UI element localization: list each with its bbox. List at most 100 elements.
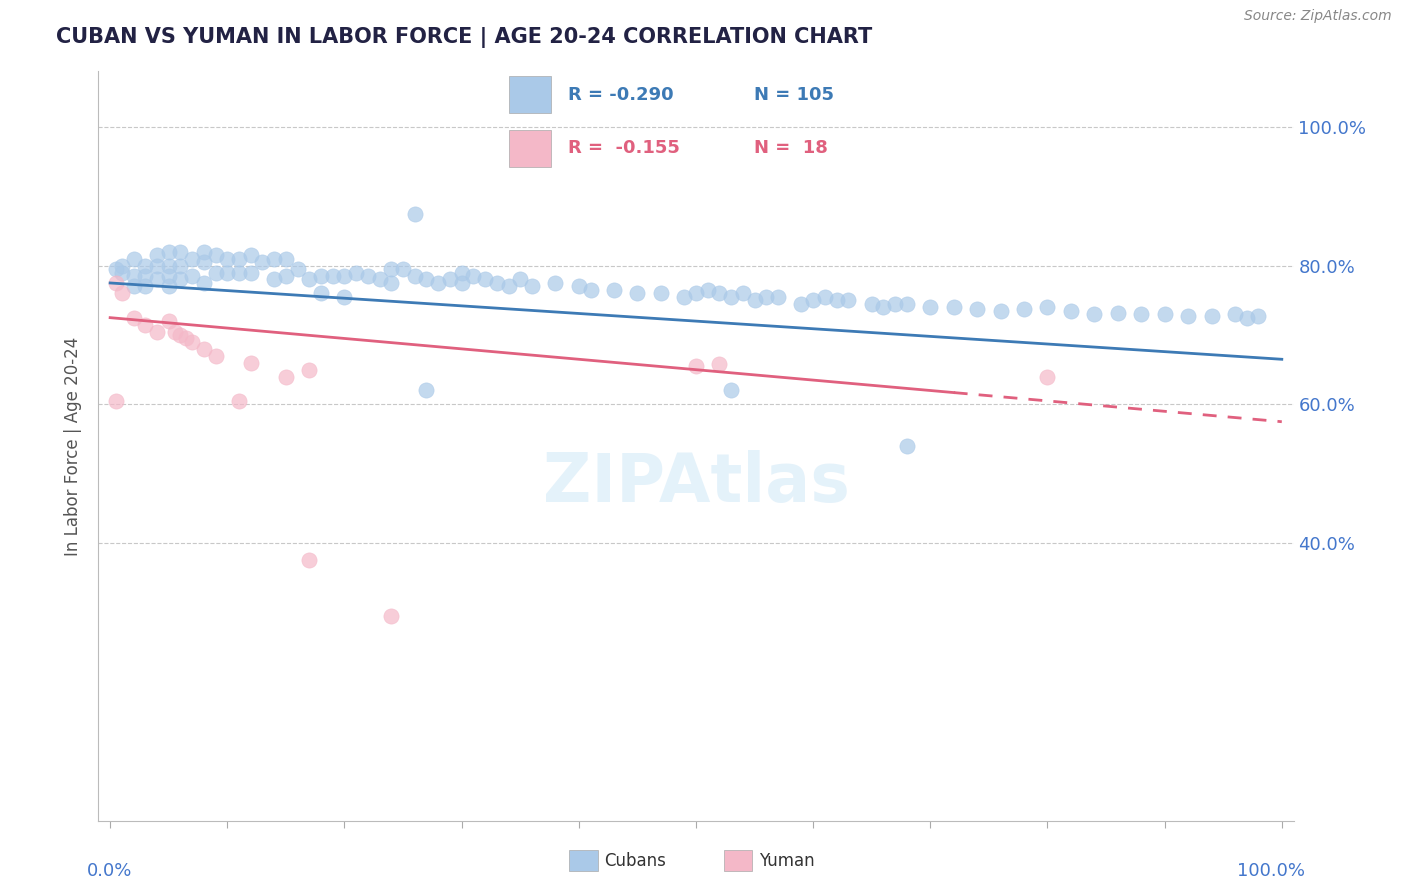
Point: [309, 268, 332, 283]
Point: [111, 259, 134, 273]
Text: ZIPAtlas: ZIPAtlas: [543, 450, 849, 516]
Point: [228, 266, 250, 280]
Point: [181, 334, 204, 349]
Point: [157, 244, 180, 259]
Point: [193, 276, 215, 290]
Point: [731, 286, 754, 301]
Point: [801, 293, 824, 308]
Point: [252, 255, 274, 269]
Point: [1012, 301, 1035, 316]
Point: [146, 248, 169, 262]
Point: [837, 293, 859, 308]
Point: [309, 286, 332, 301]
Text: N =  18: N = 18: [754, 139, 828, 157]
Point: [239, 248, 262, 262]
Point: [966, 301, 988, 316]
Text: Cubans: Cubans: [605, 852, 666, 870]
Point: [1130, 307, 1153, 321]
Point: [673, 290, 696, 304]
Point: [1201, 309, 1223, 323]
Point: [122, 268, 145, 283]
Point: [920, 300, 942, 314]
Point: [709, 357, 731, 371]
Point: [1036, 369, 1059, 384]
Point: [228, 252, 250, 266]
Point: [105, 393, 128, 408]
Point: [685, 286, 707, 301]
Point: [134, 268, 156, 283]
Point: [1107, 306, 1129, 320]
Point: [239, 266, 262, 280]
Point: [872, 300, 894, 314]
Point: [239, 356, 262, 370]
Point: [157, 279, 180, 293]
Point: [1036, 300, 1059, 314]
Point: [111, 286, 134, 301]
Point: [685, 359, 707, 374]
Point: [274, 252, 297, 266]
Point: [896, 439, 918, 453]
FancyBboxPatch shape: [509, 129, 551, 167]
Point: [896, 297, 918, 311]
Point: [942, 300, 965, 314]
Point: [105, 276, 128, 290]
Point: [463, 268, 485, 283]
Point: [157, 268, 180, 283]
Point: [509, 272, 531, 286]
Point: [169, 328, 191, 343]
Point: [169, 244, 191, 259]
Point: [174, 331, 197, 345]
Point: [990, 303, 1012, 318]
Point: [193, 255, 215, 269]
Point: [626, 286, 648, 301]
Point: [579, 283, 602, 297]
Point: [298, 362, 321, 376]
Point: [1236, 310, 1258, 325]
Point: [427, 276, 450, 290]
Point: [450, 276, 472, 290]
Text: Source: ZipAtlas.com: Source: ZipAtlas.com: [1244, 9, 1392, 23]
Point: [193, 244, 215, 259]
Point: [720, 290, 742, 304]
Point: [568, 279, 591, 293]
Point: [122, 252, 145, 266]
Point: [520, 279, 543, 293]
Point: [169, 259, 191, 273]
Point: [263, 272, 285, 286]
Point: [217, 266, 239, 280]
Point: [1247, 309, 1270, 323]
Point: [122, 310, 145, 325]
Point: [860, 297, 883, 311]
Point: [228, 393, 250, 408]
Point: [415, 272, 437, 286]
Point: [498, 279, 520, 293]
Point: [380, 262, 402, 277]
Point: [274, 369, 297, 384]
Point: [134, 259, 156, 273]
Point: [415, 384, 437, 398]
Point: [404, 206, 426, 220]
Point: [544, 276, 567, 290]
Point: [744, 293, 766, 308]
Y-axis label: In Labor Force | Age 20-24: In Labor Force | Age 20-24: [65, 336, 83, 556]
Point: [1153, 307, 1175, 321]
Point: [392, 262, 415, 277]
Point: [1060, 303, 1083, 318]
Point: [105, 262, 128, 277]
Point: [204, 248, 226, 262]
Text: R = -0.290: R = -0.290: [568, 86, 673, 103]
Point: [217, 252, 239, 266]
Point: [146, 272, 169, 286]
Text: 0.0%: 0.0%: [87, 862, 132, 880]
Point: [380, 609, 402, 624]
Point: [485, 276, 508, 290]
Point: [439, 272, 461, 286]
Text: CUBAN VS YUMAN IN LABOR FORCE | AGE 20-24 CORRELATION CHART: CUBAN VS YUMAN IN LABOR FORCE | AGE 20-2…: [56, 27, 873, 48]
Point: [755, 290, 778, 304]
Point: [163, 325, 186, 339]
Text: 100.0%: 100.0%: [1237, 862, 1306, 880]
Point: [357, 268, 380, 283]
Point: [322, 268, 344, 283]
Point: [274, 268, 297, 283]
Point: [181, 268, 204, 283]
